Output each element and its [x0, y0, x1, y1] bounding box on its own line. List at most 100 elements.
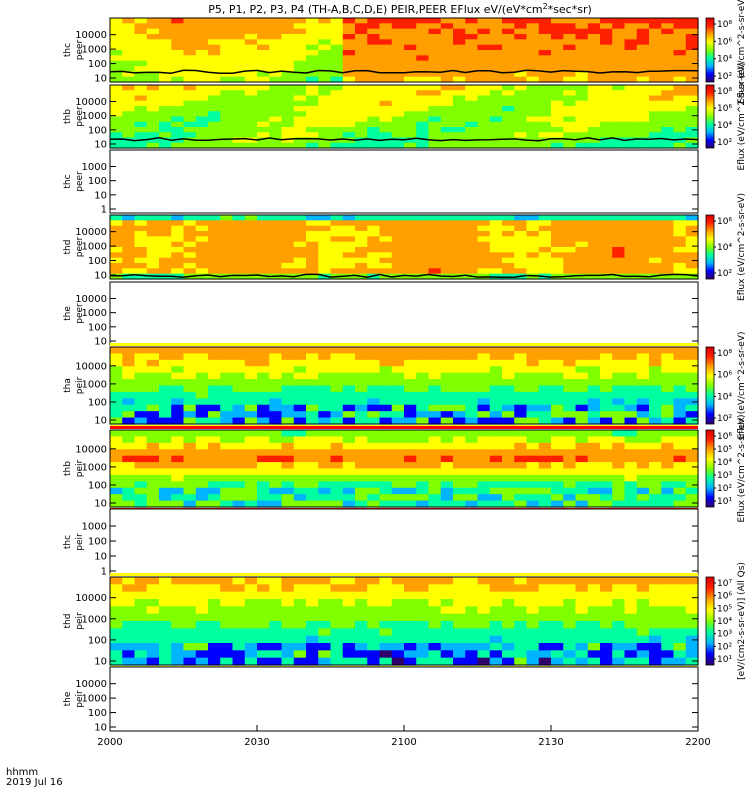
spectrogram-cell — [612, 621, 626, 629]
spectrogram-cell — [416, 127, 430, 133]
spectrogram-cell — [514, 584, 528, 593]
spectrogram-cell — [673, 411, 687, 419]
spectrogram-cell — [257, 28, 270, 35]
spectrogram-cell — [600, 347, 613, 355]
spectrogram-cell — [563, 468, 577, 476]
spectrogram-cell — [453, 436, 466, 444]
spectrogram-cell — [159, 379, 172, 387]
y-tick-label: 100 — [88, 397, 107, 408]
spectrogram-cell — [183, 225, 197, 232]
spectrogram-cell — [159, 71, 172, 78]
spectrogram-cell — [526, 385, 540, 393]
spectrogram-cell — [673, 487, 687, 495]
y-tick-label: 100 — [88, 322, 107, 333]
spectrogram-cell — [293, 137, 307, 144]
spectrogram-cell — [428, 28, 442, 35]
spectrogram-cell — [673, 584, 687, 593]
spectrogram-cell — [269, 650, 283, 659]
spectrogram-cell — [685, 430, 699, 438]
spectrogram-cell — [257, 391, 270, 399]
spectrogram-cell — [208, 500, 221, 508]
spectrogram-cell — [134, 385, 148, 393]
spectrogram-cell — [379, 111, 393, 118]
spectrogram-cell — [257, 220, 270, 227]
spectrogram-cell — [575, 411, 589, 419]
spectrogram-cell — [453, 95, 466, 102]
spectrogram-cell — [673, 231, 687, 237]
spectrogram-cell — [208, 247, 221, 253]
spectrogram-cell — [673, 132, 687, 139]
spectrogram-cell — [355, 599, 368, 607]
spectrogram-cell — [514, 247, 528, 253]
spectrogram-cell — [171, 247, 185, 253]
spectrogram-cell — [318, 436, 332, 444]
spectrogram-cell — [600, 116, 613, 123]
spectrogram-cell — [146, 66, 160, 72]
spectrogram-cell — [673, 391, 687, 399]
spectrogram-cell — [428, 66, 442, 72]
spectrogram-cell — [600, 359, 613, 367]
spectrogram-cell — [526, 635, 540, 644]
spectrogram-cell — [318, 643, 332, 651]
spectrogram-cell — [367, 252, 381, 259]
spectrogram-cell — [440, 225, 454, 232]
spectrogram-cell — [551, 121, 564, 128]
spectrogram-cell — [134, 95, 148, 102]
spectrogram-cell — [171, 100, 185, 107]
spectrogram-cell — [232, 635, 246, 644]
spectrogram-cell — [306, 220, 319, 227]
spectrogram-cell — [379, 500, 393, 508]
panel-frame — [109, 429, 699, 508]
spectrogram-cell — [183, 121, 197, 128]
spectrogram-cell — [367, 111, 381, 118]
spectrogram-cell — [612, 430, 626, 438]
spectrogram-cell — [122, 71, 136, 78]
spectrogram-cell — [538, 353, 552, 361]
spectrogram-cell — [318, 398, 332, 406]
spectrogram-cell — [391, 252, 405, 259]
spectrogram-cell — [183, 372, 197, 380]
spectrogram-cell — [551, 106, 564, 112]
spectrogram-cell — [330, 404, 344, 412]
spectrogram-cell — [551, 391, 564, 399]
spectrogram-cell — [146, 468, 160, 476]
spectrogram-cell — [391, 121, 405, 128]
spectrogram-cell — [171, 268, 185, 275]
spectrogram-cell — [110, 379, 123, 387]
spectrogram-cell — [612, 411, 626, 419]
spectrogram-cell — [673, 252, 687, 259]
spectrogram-cell — [575, 225, 589, 232]
spectrogram-cell — [146, 225, 160, 232]
spectrogram-cell — [489, 252, 503, 259]
spectrogram-cell — [428, 650, 442, 659]
spectrogram-cell — [195, 474, 209, 482]
spectrogram-cell — [612, 90, 626, 97]
spectrogram-cell — [134, 257, 148, 264]
spectrogram-cell — [183, 34, 197, 40]
spectrogram-cell — [244, 379, 258, 387]
spectrogram-cell — [269, 55, 283, 62]
spectrogram-cell — [367, 247, 381, 253]
spectrogram-cell — [465, 90, 479, 97]
spectrogram-cell — [391, 116, 405, 123]
spectrogram-cell — [514, 494, 528, 502]
spectrogram-cell — [355, 18, 368, 24]
spectrogram-cell — [624, 455, 638, 463]
spectrogram-cell — [281, 268, 295, 275]
spectrogram-cell — [146, 391, 160, 399]
spectrogram-cell — [575, 436, 589, 444]
spectrogram-cell — [489, 116, 503, 123]
spectrogram-cell — [453, 111, 466, 118]
spectrogram-cell — [551, 606, 564, 615]
spectrogram-cell — [379, 18, 393, 24]
spectrogram-cell — [514, 347, 528, 355]
spectrogram-cell — [661, 385, 675, 393]
spectrogram-cell — [624, 257, 638, 264]
spectrogram-cell — [465, 379, 479, 387]
spectrogram-cell — [171, 137, 185, 144]
spectrogram-cell — [379, 132, 393, 139]
spectrogram-cell — [244, 252, 258, 259]
spectrogram-cell — [330, 132, 344, 139]
spectrogram-cell — [551, 236, 564, 243]
spectrogram-cell — [526, 236, 540, 243]
